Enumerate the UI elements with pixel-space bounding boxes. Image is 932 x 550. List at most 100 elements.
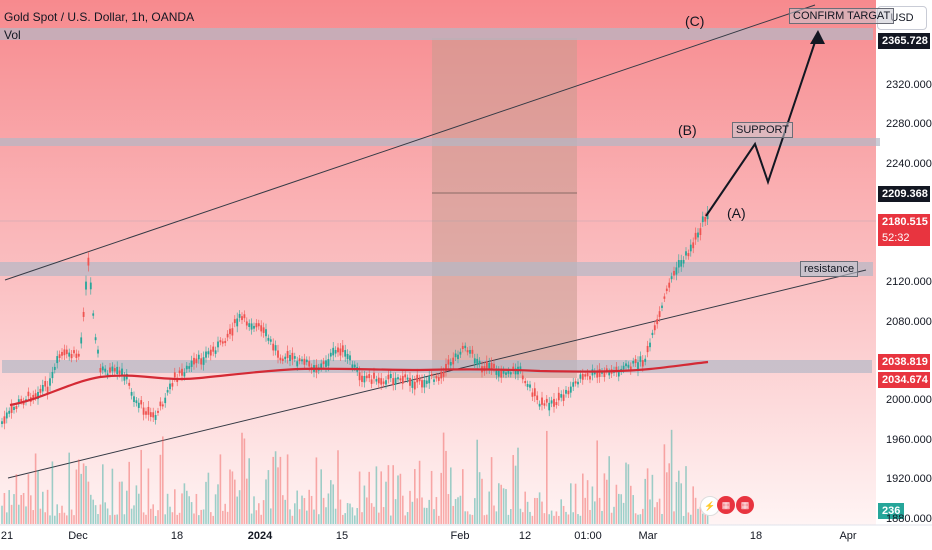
volume-bar [3, 492, 6, 524]
calendar-icon[interactable]: ▦ [717, 496, 735, 514]
volume-bar [459, 495, 462, 524]
volume-bar [183, 483, 186, 524]
symbol-title[interactable]: Gold Spot / U.S. Dollar, 1h, OANDA [4, 10, 195, 24]
volume-bar [466, 511, 469, 524]
volume-bar [423, 507, 426, 524]
volume-bar [306, 510, 308, 524]
candle-body [169, 383, 171, 390]
candle-body [253, 325, 255, 329]
candle-body [399, 378, 402, 381]
candle-body [531, 392, 534, 397]
volume-bar [109, 515, 111, 524]
candle-body [637, 362, 639, 371]
resistance-zone[interactable] [0, 262, 873, 276]
candle-body [274, 345, 277, 351]
volume-bar [378, 512, 380, 524]
wave-c-label[interactable]: (C) [685, 13, 705, 29]
volume-bar [44, 512, 46, 524]
volume-bar [445, 450, 447, 524]
volume-bar [262, 500, 265, 524]
volume-bar [462, 469, 464, 524]
base-zone[interactable] [2, 360, 872, 373]
candle-body [505, 372, 507, 375]
volume-bar [452, 505, 454, 524]
support-zone[interactable] [0, 138, 880, 146]
volume-bar [490, 457, 493, 524]
volume-bar [140, 449, 142, 524]
resistance-callout[interactable]: resistance [800, 261, 859, 277]
volume-bar [699, 506, 702, 524]
volume-bar [39, 508, 42, 524]
candle-body [533, 388, 536, 397]
candle-body [298, 358, 301, 362]
calendar-icon[interactable]: ▦ [736, 496, 754, 514]
volume-bar [368, 471, 370, 524]
volume-bar [34, 453, 37, 524]
candle-body [183, 372, 186, 377]
time-range-box[interactable] [432, 38, 577, 378]
candle-body [121, 368, 123, 376]
volume-bar [567, 514, 570, 524]
candle-body [82, 311, 85, 317]
volume-bar [430, 470, 433, 524]
volume-bar [442, 432, 445, 524]
candle-body [205, 351, 207, 358]
candle-body [178, 370, 181, 374]
candle-body [142, 407, 145, 415]
candle-body [106, 373, 109, 376]
candle-body [653, 325, 656, 331]
volume-bar [478, 472, 481, 524]
volume-bar [502, 488, 505, 524]
price-tick: 1880.000 [886, 513, 932, 525]
candle-body [651, 332, 654, 336]
price-scale-background[interactable] [876, 0, 932, 525]
candle-body [8, 410, 11, 414]
wave-a-label[interactable]: (A) [727, 205, 746, 221]
lower-trendline[interactable] [7, 269, 867, 479]
volume-bar [63, 512, 66, 524]
candle-body [401, 375, 404, 384]
candle-body [286, 351, 289, 359]
volume-bar [596, 440, 598, 524]
confirm-target-zone[interactable] [0, 28, 873, 40]
volume-bar [97, 514, 99, 524]
volume-bar [514, 465, 517, 524]
volume-bar [116, 514, 118, 524]
candle-body [214, 350, 217, 354]
volume-bar [147, 468, 150, 524]
upper-trendline[interactable] [4, 4, 816, 281]
candle-body [634, 359, 637, 364]
volume-bar [663, 444, 666, 524]
wave-b-label[interactable]: (B) [678, 122, 697, 138]
volume-label[interactable]: Vol [4, 28, 21, 42]
candle-body [380, 378, 383, 385]
volume-bar [178, 512, 181, 524]
candle-body [433, 379, 435, 382]
volume-bar [483, 515, 486, 524]
volume-bar [188, 496, 190, 524]
support-callout[interactable]: SUPPORT [732, 122, 793, 138]
volume-bar [562, 505, 565, 524]
candle-body [704, 216, 707, 222]
candle-body [325, 360, 327, 367]
confirm-target-callout[interactable]: CONFIRM TARGAT [789, 8, 895, 24]
candle-body [22, 401, 25, 405]
candle-body [363, 376, 366, 383]
candle-body [449, 362, 452, 366]
volume-bar [164, 514, 166, 524]
candle-body [293, 356, 296, 359]
candle-body [97, 349, 99, 354]
candle-body [101, 366, 104, 371]
volume-bar [363, 485, 366, 524]
candle-body [58, 354, 61, 358]
volume-bar [46, 489, 49, 524]
candle-body [118, 370, 121, 374]
candle-body [13, 406, 15, 411]
time-scale-background[interactable] [0, 525, 932, 550]
volume-bar [270, 508, 272, 524]
candle-body [185, 365, 188, 370]
volume-bar [73, 515, 75, 524]
volume-bar [594, 501, 596, 524]
volume-bar [267, 470, 270, 524]
